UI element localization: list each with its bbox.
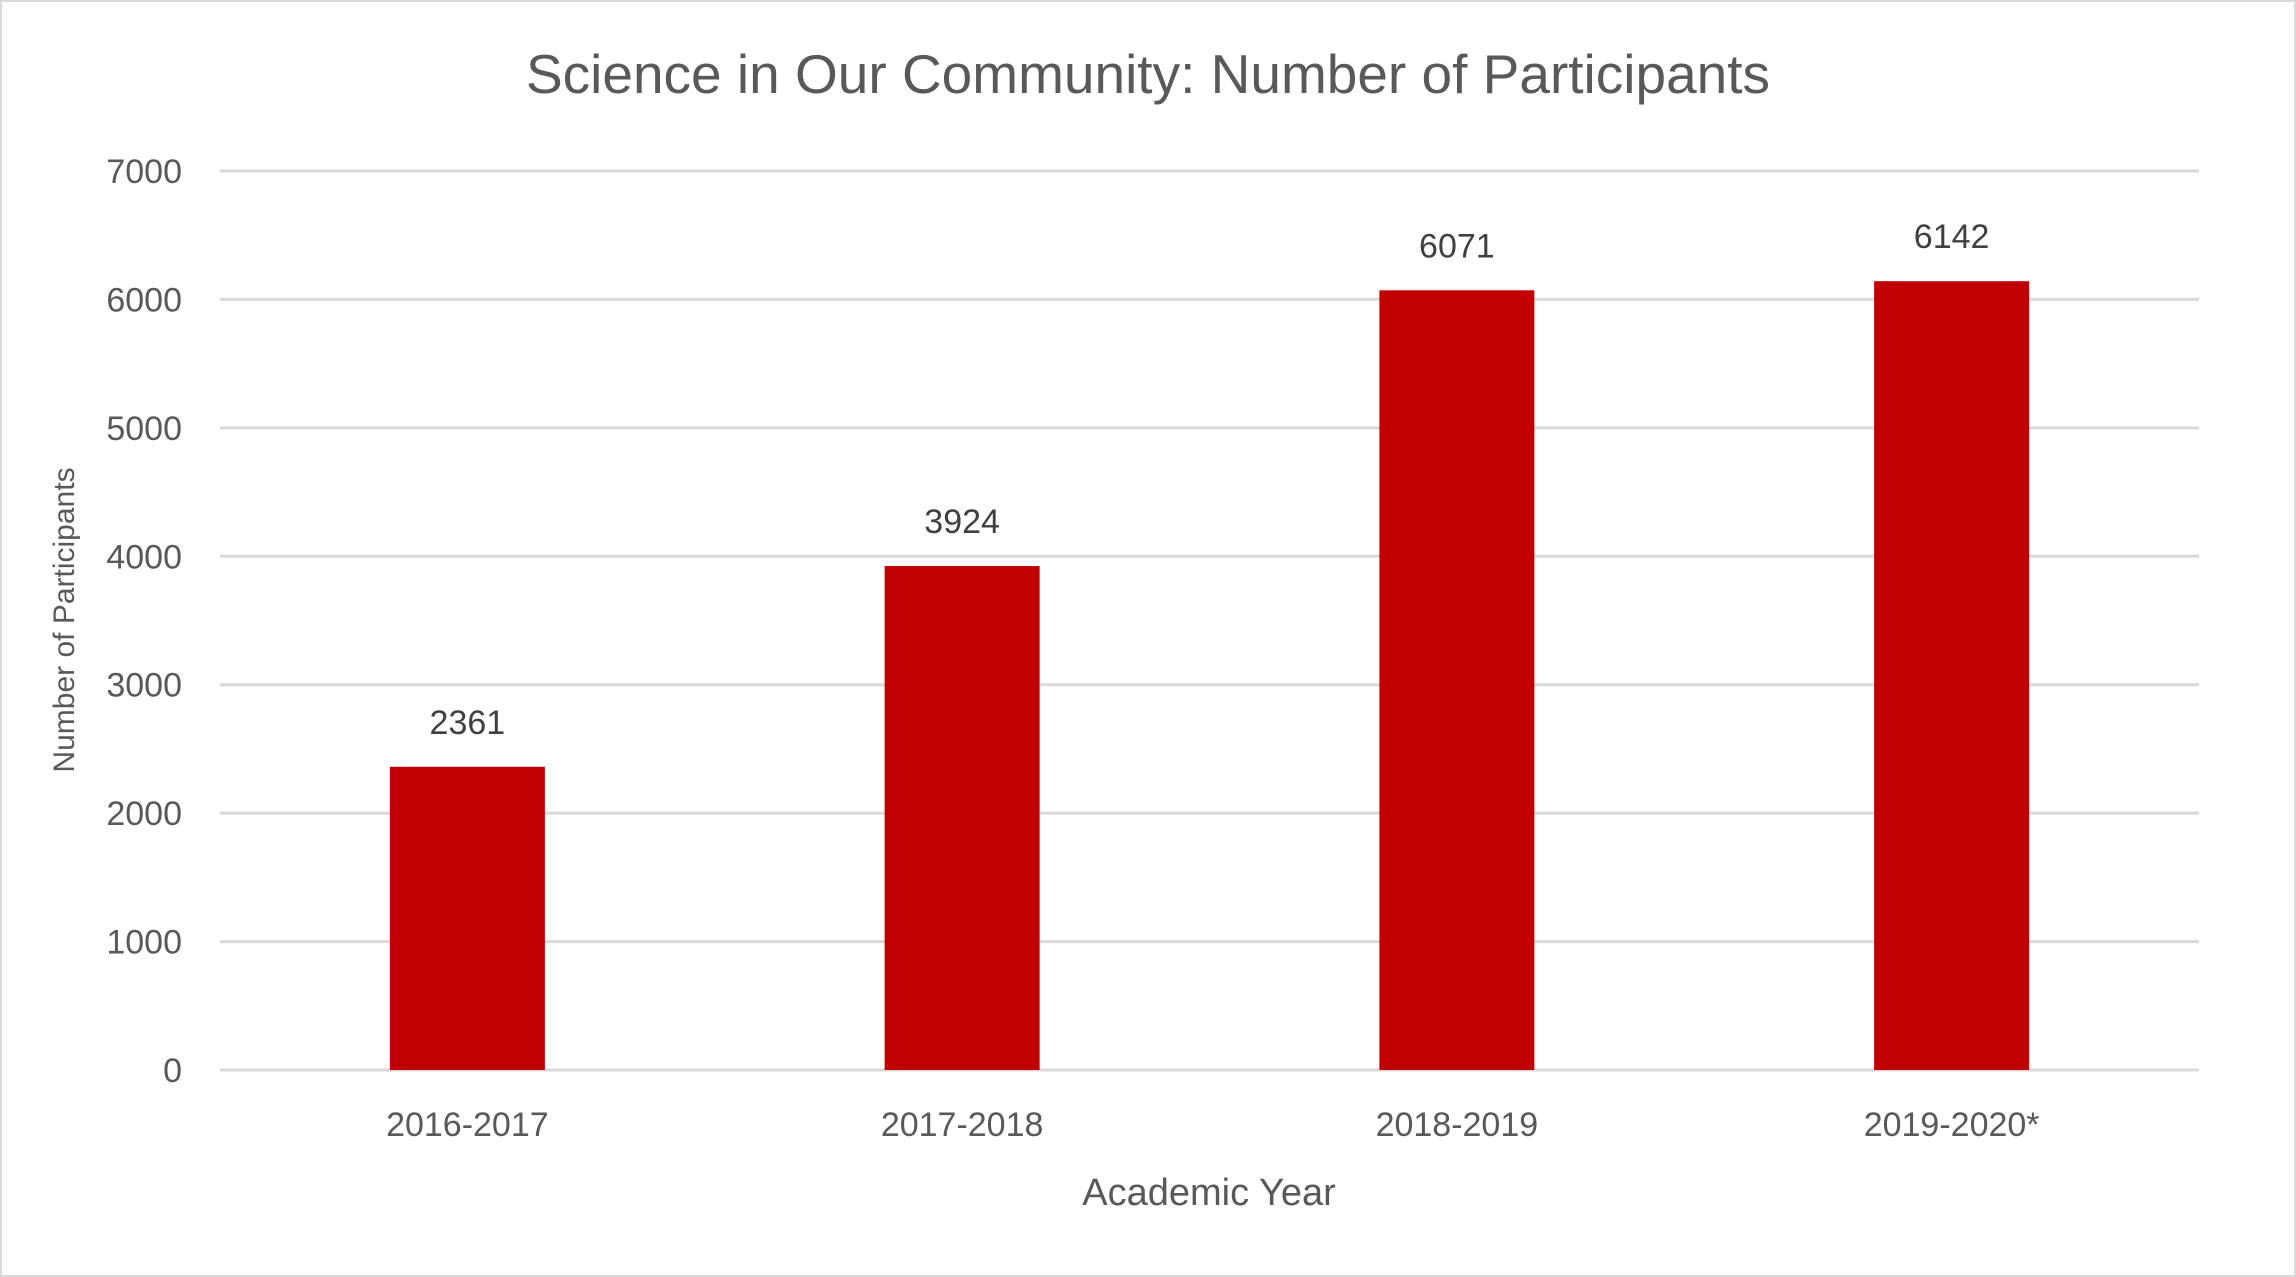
y-tick-label: 1000 — [106, 924, 182, 962]
bar — [1874, 281, 2030, 1070]
y-tick-label: 4000 — [106, 538, 182, 576]
data-label: 6142 — [1914, 218, 1990, 256]
x-tick-label: 2018-2019 — [1376, 1106, 1539, 1144]
gridlines — [220, 169, 2199, 1072]
data-label: 3924 — [924, 503, 1000, 541]
chart-title: Science in Our Community: Number of Part… — [526, 43, 1770, 105]
y-axis-label: Number of Participants — [48, 467, 81, 772]
y-tick-label: 5000 — [106, 410, 182, 448]
data-labels: 2361 3924 6071 6142 — [430, 218, 1990, 742]
bar — [1379, 290, 1535, 1070]
data-label: 6071 — [1419, 227, 1495, 265]
x-axis-label: Academic Year — [1082, 1172, 1336, 1214]
y-tick-label: 3000 — [106, 667, 182, 705]
y-tick-label: 2000 — [106, 795, 182, 833]
y-tick-label: 6000 — [106, 281, 182, 319]
bar — [884, 566, 1040, 1070]
data-label: 2361 — [430, 704, 506, 742]
bar — [389, 766, 545, 1070]
x-tick-label: 2017-2018 — [881, 1106, 1044, 1144]
x-tick-label: 2019-2020* — [1864, 1106, 2040, 1144]
bars — [389, 281, 2030, 1070]
x-tick-label: 2016-2017 — [386, 1106, 549, 1144]
y-tick-labels: 0 1000 2000 3000 4000 5000 6000 7000 — [106, 153, 182, 1090]
y-tick-label: 7000 — [106, 153, 182, 191]
x-tick-labels: 2016-2017 2017-2018 2018-2019 2019-2020* — [386, 1106, 2039, 1144]
y-tick-label: 0 — [163, 1052, 182, 1090]
